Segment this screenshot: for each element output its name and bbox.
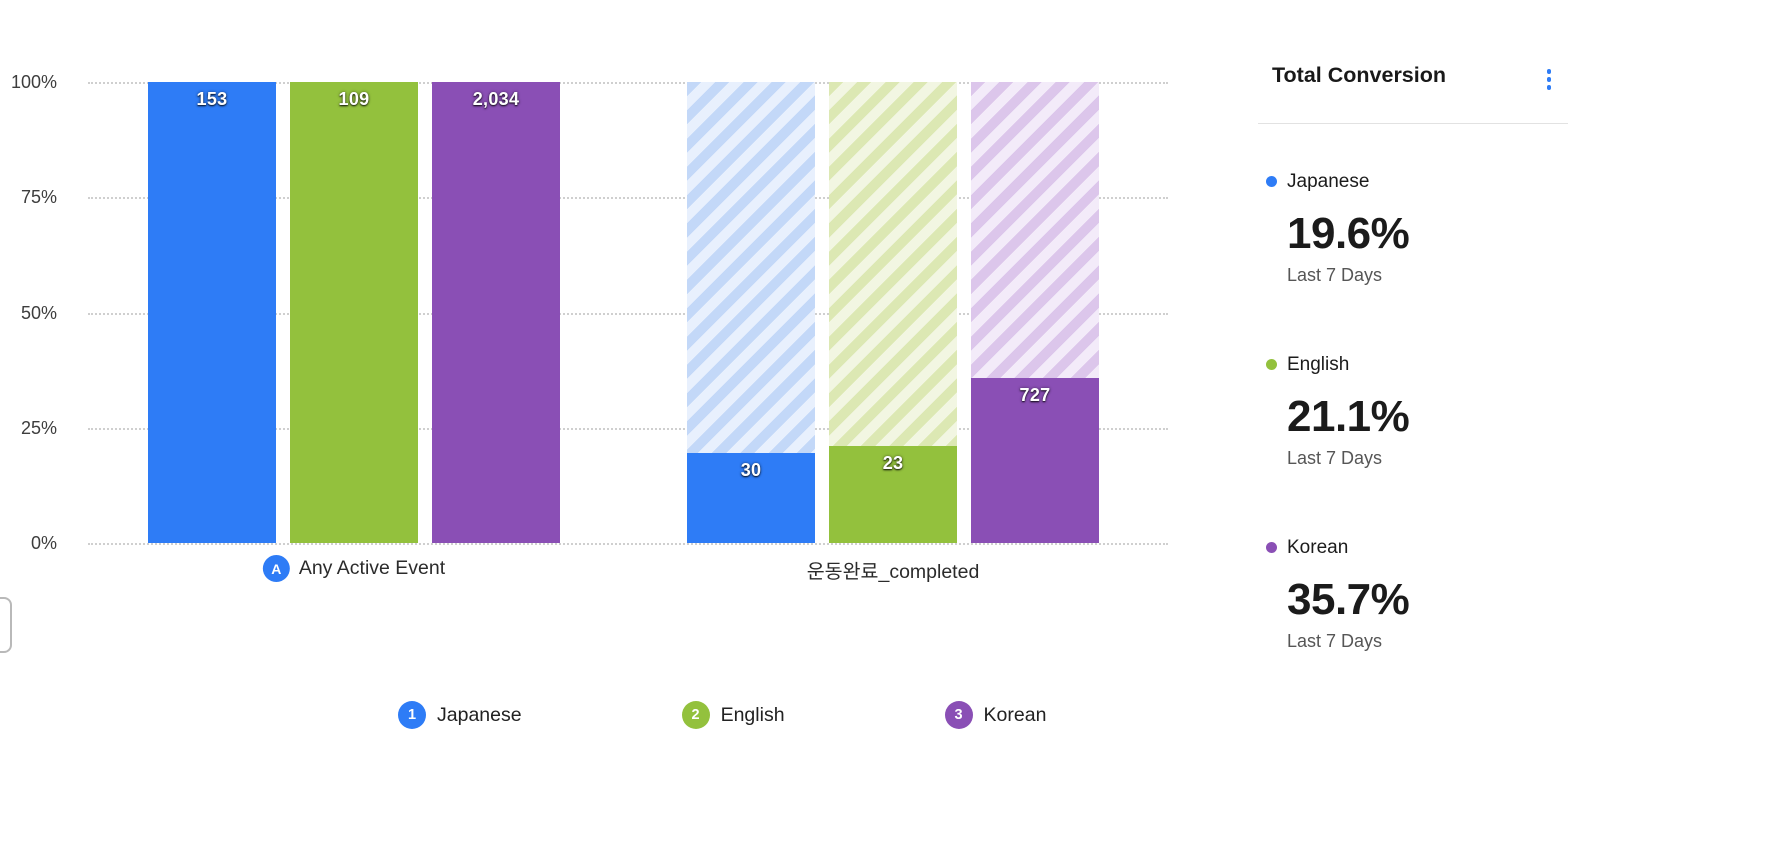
converted-segment: 727 (971, 378, 1099, 543)
bar-value-label: 109 (338, 89, 370, 109)
bar-english-step2[interactable]: 23 (829, 82, 957, 543)
bar-korean-step2[interactable]: 727 (971, 82, 1099, 543)
gridline (88, 82, 1168, 84)
conversion-list: Japanese 19.6% Last 7 Days English 21.1%… (1258, 124, 1568, 652)
bar-english-step1[interactable]: 109 (290, 82, 418, 543)
hatched-remainder-segment (687, 82, 815, 453)
legend-label: Korean (983, 703, 1047, 726)
y-tick-label: 0% (30, 533, 57, 553)
y-tick-label: 75% (20, 187, 57, 208)
bar-value-label: 153 (196, 89, 228, 109)
converted-segment: 109 (290, 82, 418, 543)
converted-segment: 23 (829, 445, 957, 543)
conversion-value: 35.7% (1287, 574, 1410, 624)
event-name: Any Active Event (298, 557, 446, 579)
legend-label: Japanese (437, 703, 522, 726)
legend-label: English (720, 703, 785, 726)
series-name: Korean (1287, 536, 1349, 558)
plot-area: 153 109 2,034 30 23 727 (88, 82, 1168, 543)
series-color-dot (1266, 358, 1277, 370)
bar-korean-step1[interactable]: 2,034 (432, 82, 560, 543)
conversion-item[interactable]: English 21.1% Last 7 Days (1266, 353, 1554, 469)
panel-header: Total Conversion (1258, 62, 1568, 124)
conversion-period: Last 7 Days (1287, 447, 1383, 468)
gridline (88, 197, 1168, 200)
total-conversion-panel: Total Conversion Japanese 19.6% Last 7 D… (1258, 62, 1568, 719)
conversion-item[interactable]: Korean 35.7% Last 7 Days (1266, 536, 1554, 652)
legend-item[interactable]: 2 English (681, 701, 785, 729)
gridlines (88, 82, 1168, 545)
kebab-menu-icon[interactable] (1540, 64, 1559, 95)
y-tick-label: 25% (20, 417, 57, 438)
hatched-remainder-segment (971, 82, 1099, 379)
bar-value-label: 2,034 (472, 89, 520, 109)
bar-japanese-step1[interactable]: 153 (148, 82, 276, 543)
conversion-value: 21.1% (1287, 391, 1410, 441)
bar-value-label: 727 (1019, 385, 1051, 406)
converted-segment: 2,034 (432, 82, 560, 543)
x-axis-label: A Any Active Event (262, 555, 446, 582)
y-tick-label: 100% (10, 72, 57, 92)
legend-item[interactable]: 3 Korean (944, 701, 1047, 729)
conversion-item-header: Japanese (1266, 170, 1554, 193)
legend-number-badge: 3 (944, 701, 973, 729)
x-axis-label: 운동완료_completed (807, 555, 980, 584)
bar-group: 30 23 727 (687, 82, 1099, 543)
legend-number-badge: 1 (398, 701, 426, 729)
y-tick-label: 50% (20, 302, 57, 323)
hatched-remainder-segment (829, 82, 957, 446)
x-axis: A Any Active Event 운동완료_completed (88, 555, 1168, 587)
panel-title: Total Conversion (1272, 63, 1447, 87)
series-color-dot (1266, 541, 1277, 553)
y-axis: 100% 75% 50% 25% 0% (0, 72, 57, 553)
converted-segment: 153 (148, 82, 276, 543)
conversion-value: 19.6% (1287, 208, 1410, 258)
gridline (88, 427, 1168, 430)
legend-number-badge: 2 (681, 701, 710, 729)
gridline (88, 312, 1168, 315)
series-name: English (1287, 353, 1350, 375)
conversion-period: Last 7 Days (1287, 630, 1383, 651)
any-active-event-icon: A (262, 555, 290, 582)
gridline (88, 543, 1168, 545)
series-name: Japanese (1287, 170, 1370, 192)
converted-segment: 30 (687, 452, 815, 543)
conversion-item-header: English (1266, 353, 1554, 376)
bar-group: 153 109 2,034 (148, 82, 560, 543)
event-name: 운동완료_completed (806, 561, 980, 583)
kebab-dot (1546, 85, 1551, 90)
bar-japanese-step2[interactable]: 30 (687, 82, 815, 543)
bar-value-label: 23 (882, 452, 904, 473)
conversion-item[interactable]: Japanese 19.6% Last 7 Days (1266, 170, 1554, 286)
chart-legend: 1 Japanese 2 English 3 Korean (398, 701, 1046, 729)
bar-value-label: 30 (740, 459, 762, 480)
series-color-dot (1266, 175, 1277, 187)
offscreen-panel-edge (0, 597, 12, 653)
kebab-dot (1546, 77, 1551, 82)
legend-item[interactable]: 1 Japanese (398, 701, 522, 729)
conversion-item-header: Korean (1266, 536, 1554, 559)
conversion-period: Last 7 Days (1287, 264, 1383, 285)
kebab-dot (1546, 69, 1551, 74)
